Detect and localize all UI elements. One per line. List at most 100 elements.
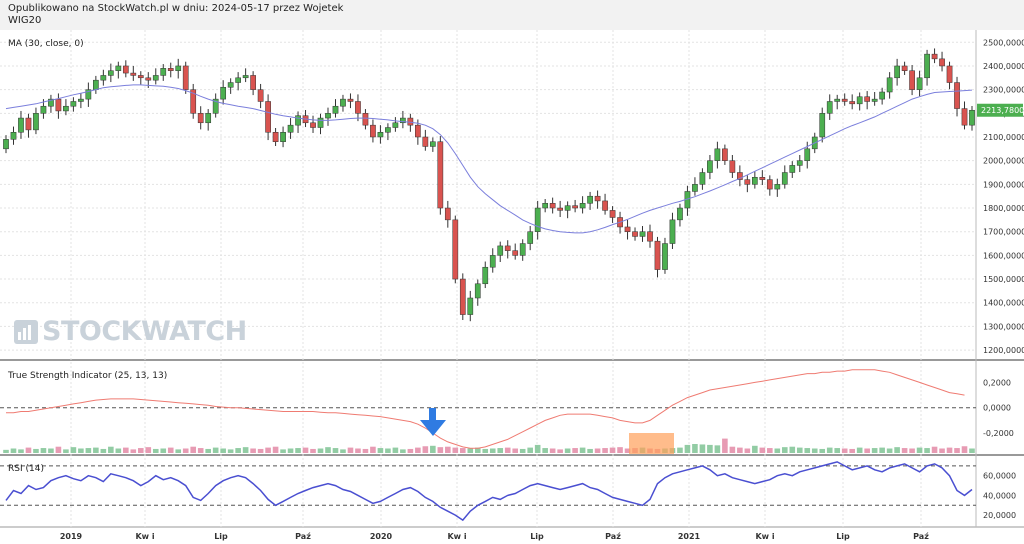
y-tick-label: 60,0000 xyxy=(983,472,1016,481)
volume-bar xyxy=(287,448,294,453)
candle xyxy=(954,76,960,117)
candle xyxy=(849,94,856,110)
candle xyxy=(564,201,571,219)
volume-bar xyxy=(871,448,878,453)
y-tick-label: -0,2000 xyxy=(983,429,1014,438)
candle xyxy=(310,115,316,133)
candle xyxy=(347,93,354,109)
candle xyxy=(355,94,361,122)
volume-bar xyxy=(63,449,69,453)
volume-bar xyxy=(924,448,930,453)
volume-bar xyxy=(557,449,563,453)
volume-bar xyxy=(587,448,593,453)
volume-bar xyxy=(781,447,788,453)
volume-bar xyxy=(909,448,915,453)
candle xyxy=(18,110,24,139)
candle xyxy=(242,68,249,83)
y-tick-label: 1700,0000 xyxy=(983,228,1024,237)
volume-bar xyxy=(856,447,863,453)
volume-bar xyxy=(729,446,736,453)
candle xyxy=(220,80,227,105)
volume-bar xyxy=(534,444,541,453)
volume-bar xyxy=(826,447,833,453)
volume-bar xyxy=(190,446,197,453)
volume-bar xyxy=(946,447,953,453)
candle xyxy=(699,168,706,190)
candle xyxy=(107,63,114,83)
candle xyxy=(864,91,871,110)
volume-bar xyxy=(594,448,601,453)
candle xyxy=(287,118,294,139)
volume-bar xyxy=(879,447,885,453)
instrument-name: WIG20 xyxy=(8,15,42,26)
candle xyxy=(834,94,841,110)
candle xyxy=(602,193,608,215)
candle xyxy=(886,72,893,99)
candle xyxy=(826,94,833,120)
volume-bar xyxy=(175,449,182,453)
candle xyxy=(527,226,534,251)
candle xyxy=(467,290,474,322)
candle xyxy=(265,94,271,141)
candle xyxy=(235,72,241,91)
volume-bar xyxy=(489,448,496,453)
volume-bar xyxy=(931,446,938,453)
volume-bar xyxy=(474,447,481,453)
ma-line xyxy=(5,84,973,234)
candle xyxy=(879,87,885,105)
candle xyxy=(669,212,676,249)
y-tick-label: 1800,0000 xyxy=(983,204,1024,213)
candle xyxy=(939,51,945,72)
volume-bar xyxy=(257,448,264,453)
volume-bar xyxy=(452,447,459,453)
down-arrow-icon xyxy=(420,408,446,436)
candle xyxy=(400,110,406,129)
volume-bar xyxy=(886,448,893,453)
candle xyxy=(55,93,62,119)
candle xyxy=(632,227,638,241)
volume-bar xyxy=(804,448,811,453)
volume-bar xyxy=(564,448,571,453)
volume-bar xyxy=(737,447,743,453)
volume-bar xyxy=(55,446,62,453)
candle xyxy=(744,175,751,193)
candle xyxy=(182,61,189,94)
candle xyxy=(587,191,593,210)
volume-bar xyxy=(272,446,279,453)
volume-bar xyxy=(819,448,826,453)
volume-bar xyxy=(482,448,489,453)
volume-bar xyxy=(93,447,99,453)
rsi-panel[interactable] xyxy=(0,457,976,527)
x-tick-label: 2020 xyxy=(370,532,393,541)
volume-bar xyxy=(325,447,331,453)
candle xyxy=(100,69,107,86)
candle xyxy=(579,196,586,214)
volume-bar xyxy=(617,447,623,453)
candle xyxy=(594,190,601,209)
candle xyxy=(272,127,279,146)
candle xyxy=(609,206,616,223)
volume-bar xyxy=(197,448,204,453)
price-panel[interactable] xyxy=(0,30,976,360)
candle xyxy=(759,170,766,186)
y-tick-label: 0,0000 xyxy=(983,404,1011,413)
candle xyxy=(332,99,339,118)
volume-bar xyxy=(939,448,945,453)
tsi-line xyxy=(6,369,965,449)
candle xyxy=(452,215,459,284)
stockwatch-logo: STOCKWATCH xyxy=(14,316,247,350)
candle xyxy=(871,92,878,106)
volume-bar xyxy=(512,448,519,453)
tsi-panel[interactable] xyxy=(0,362,976,455)
candle xyxy=(474,279,481,306)
volume-bar xyxy=(265,447,271,453)
volume-bar xyxy=(310,448,316,453)
volume-bar xyxy=(205,448,211,453)
candle xyxy=(654,236,661,278)
volume-bar xyxy=(684,444,691,453)
y-tick-label: 2400,0000 xyxy=(983,62,1024,71)
volume-bar xyxy=(849,448,855,453)
volume-bar xyxy=(347,447,354,453)
x-tick-label: Paź xyxy=(295,532,311,541)
